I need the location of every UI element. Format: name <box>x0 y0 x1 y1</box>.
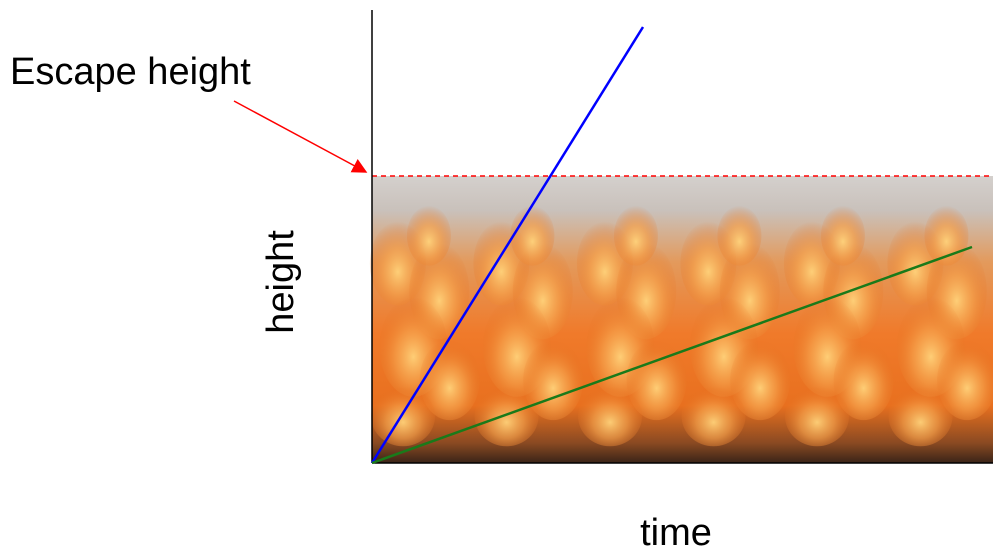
escape-height-label: Escape height <box>10 51 251 93</box>
y-axis-label: height <box>260 230 302 334</box>
arrow-icon <box>233 100 368 173</box>
x-axis-label: time <box>640 512 712 554</box>
slow-climb-line <box>371 245 973 465</box>
fire-texture-image <box>369 176 993 463</box>
fast-climb-line <box>370 26 645 464</box>
